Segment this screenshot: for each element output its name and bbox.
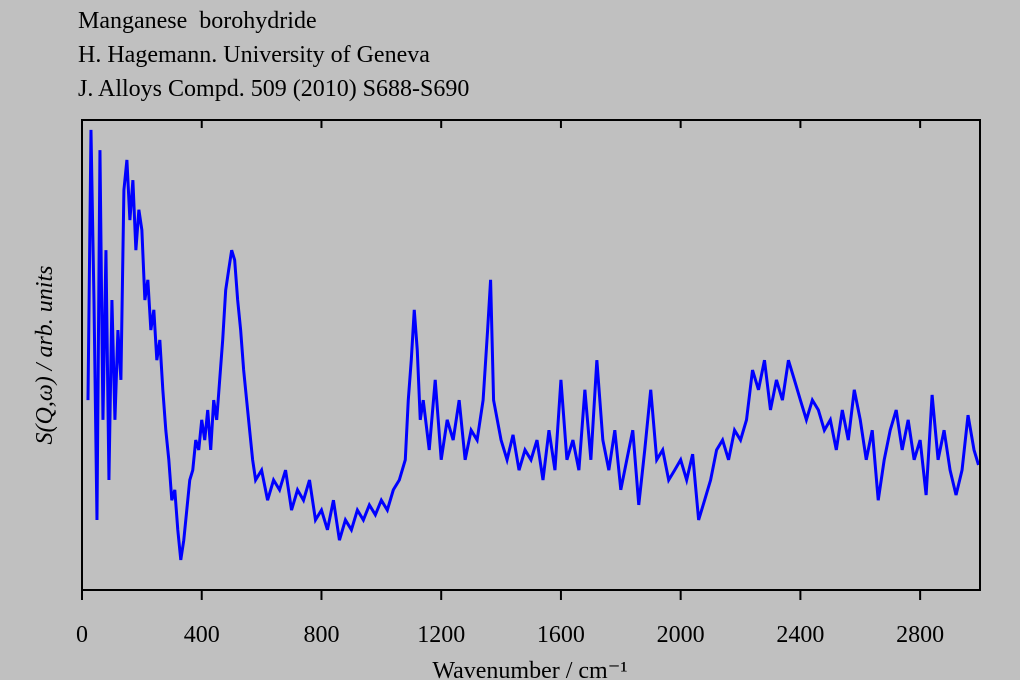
plot-frame [81,119,981,591]
x-tick-label: 2000 [657,622,705,648]
x-tick-label: 800 [303,622,339,648]
x-tick-label: 2800 [896,622,944,648]
chart-subtitle: H. Hagemann. University of Geneva [78,42,430,68]
x-tick-label: 1600 [537,622,585,648]
x-tick-label: 1200 [417,622,465,648]
y-axis-label: S(Q,ω) / arb. units [32,266,58,445]
x-tick-label: 0 [76,622,88,648]
x-tick-label: 2400 [776,622,824,648]
data-line [86,129,980,561]
x-axis-label: Wavenumber / cm⁻¹ [432,658,627,680]
x-tick-label: 400 [184,622,220,648]
chart-title: Manganese borohydride [78,8,317,34]
chart-subtitle: J. Alloys Compd. 509 (2010) S688-S690 [78,76,469,102]
